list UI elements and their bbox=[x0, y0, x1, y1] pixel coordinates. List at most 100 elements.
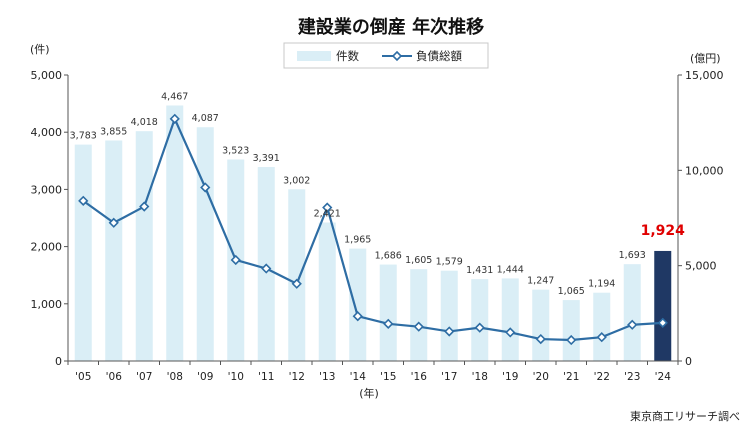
x-tick-4: '09 bbox=[197, 371, 213, 383]
debt-point-16 bbox=[566, 334, 577, 346]
x-tick-9: '14 bbox=[350, 371, 367, 383]
data-labels: 3,783 3,855 4,018 4,467 4,087 3,523 3,3913,002… bbox=[70, 91, 685, 297]
axes: 0 1,000 2,000 3,000 4,000 5,000 0 5,000 10,000 15… bbox=[31, 69, 724, 383]
bar-label-17: 1,194 bbox=[588, 279, 615, 290]
debt-point-1 bbox=[108, 217, 119, 228]
bar-label-14: 1,444 bbox=[497, 264, 524, 275]
x-tick-12: '17 bbox=[441, 371, 457, 383]
bar-12 bbox=[440, 270, 458, 361]
x-tick-11: '16 bbox=[411, 371, 428, 383]
bar-label-16: 1,065 bbox=[558, 286, 585, 297]
bar-label-0: 3,783 bbox=[70, 131, 97, 142]
debt-point-14 bbox=[505, 327, 516, 338]
bar-label-7: 3,002 bbox=[283, 175, 310, 186]
legend-line-label: 負債総額 bbox=[416, 49, 462, 63]
y-right-tick-3: 15,000 bbox=[685, 69, 724, 82]
legend-bar-swatch bbox=[297, 51, 331, 61]
y-left-tick-0: 0 bbox=[55, 355, 62, 368]
bar-18 bbox=[623, 264, 641, 361]
x-tick-3: '08 bbox=[167, 371, 183, 383]
x-tick-10: '15 bbox=[380, 371, 396, 383]
debt-point-15 bbox=[535, 333, 546, 345]
x-tick-5: '10 bbox=[228, 371, 244, 383]
y-right-tick-0: 0 bbox=[685, 355, 692, 368]
x-tick-17: '22 bbox=[594, 371, 610, 383]
bar-label-11: 1,605 bbox=[405, 255, 432, 266]
bar-label-5: 3,523 bbox=[222, 145, 249, 156]
bar-13 bbox=[471, 279, 489, 361]
y-left-tick-4: 4,000 bbox=[31, 126, 63, 139]
bar-label-15: 1,247 bbox=[527, 276, 554, 287]
debt-point-7 bbox=[291, 278, 302, 289]
bar-15 bbox=[532, 289, 550, 361]
y-left-tick-3: 3,000 bbox=[31, 183, 63, 196]
bars bbox=[74, 105, 672, 361]
x-tick-7: '12 bbox=[289, 371, 305, 383]
bar-14 bbox=[501, 278, 519, 361]
debt-point-18 bbox=[627, 319, 638, 330]
bar-7 bbox=[288, 189, 306, 361]
debt-point-12 bbox=[444, 326, 455, 337]
legend-line-marker bbox=[391, 50, 403, 62]
debt-point-13 bbox=[474, 322, 485, 333]
bar-label-19: 1,924 bbox=[641, 223, 686, 239]
debt-point-9 bbox=[352, 311, 363, 322]
bar-label-1: 3,855 bbox=[100, 126, 127, 137]
bar-3 bbox=[166, 105, 184, 361]
y-left-tick-1: 1,000 bbox=[31, 298, 63, 311]
debt-point-17 bbox=[596, 332, 607, 343]
bar-label-18: 1,693 bbox=[619, 250, 646, 261]
legend: 件数 負債総額 bbox=[283, 42, 489, 69]
bar-17 bbox=[593, 292, 611, 361]
bar-0 bbox=[74, 144, 92, 361]
debt-point-4 bbox=[200, 182, 211, 193]
debt-point-8 bbox=[322, 202, 333, 213]
source-note: 東京商工リサーチ調べ bbox=[630, 409, 740, 423]
bar-label-13: 1,431 bbox=[466, 265, 493, 276]
bar-label-9: 1,965 bbox=[344, 235, 371, 246]
debt-point-3 bbox=[169, 113, 180, 124]
bar-19 bbox=[654, 250, 672, 361]
bar-9 bbox=[349, 248, 367, 361]
legend-bar-label: 件数 bbox=[336, 49, 359, 63]
y-left-unit: (件) bbox=[30, 43, 50, 56]
bar-8 bbox=[318, 222, 336, 361]
x-tick-19: '24 bbox=[655, 371, 672, 383]
bar-label-2: 4,018 bbox=[131, 117, 158, 128]
debt-point-19 bbox=[657, 317, 668, 328]
y-right-tick-2: 10,000 bbox=[685, 164, 724, 177]
bar-10 bbox=[379, 264, 397, 361]
debt-point-10 bbox=[383, 318, 394, 329]
bar-label-12: 1,579 bbox=[436, 257, 463, 268]
x-tick-8: '13 bbox=[319, 371, 335, 383]
debt-point-11 bbox=[413, 321, 424, 332]
x-tick-14: '19 bbox=[502, 371, 518, 383]
chart-title: 建設業の倒産 年次推移 bbox=[298, 16, 484, 38]
x-tick-13: '18 bbox=[472, 371, 488, 383]
x-unit: (年) bbox=[359, 386, 379, 400]
y-right-unit: (億円) bbox=[690, 52, 721, 65]
bar-4 bbox=[196, 127, 214, 361]
x-tick-6: '11 bbox=[258, 371, 274, 383]
x-tick-15: '20 bbox=[533, 371, 549, 383]
bar-label-4: 4,087 bbox=[192, 113, 219, 124]
bar-2 bbox=[135, 131, 153, 361]
debt-point-0 bbox=[78, 195, 89, 206]
debt-point-5 bbox=[230, 254, 241, 266]
bar-11 bbox=[410, 269, 428, 361]
y-right-tick-1: 5,000 bbox=[685, 260, 717, 273]
debt-point-2 bbox=[139, 201, 150, 212]
debt-point-6 bbox=[261, 263, 272, 274]
x-tick-18: '23 bbox=[624, 371, 640, 383]
bar-label-8: 2,421 bbox=[314, 209, 341, 220]
y-left-tick-5: 5,000 bbox=[31, 69, 63, 82]
debt-line-path bbox=[82, 117, 663, 342]
bar-label-10: 1,686 bbox=[375, 251, 402, 262]
x-tick-16: '21 bbox=[563, 371, 579, 383]
y-left-tick-2: 2,000 bbox=[31, 241, 63, 254]
x-tick-0: '05 bbox=[75, 371, 91, 383]
bar-label-3: 4,467 bbox=[161, 91, 188, 102]
x-tick-2: '07 bbox=[136, 371, 152, 383]
bar-16 bbox=[562, 300, 580, 361]
